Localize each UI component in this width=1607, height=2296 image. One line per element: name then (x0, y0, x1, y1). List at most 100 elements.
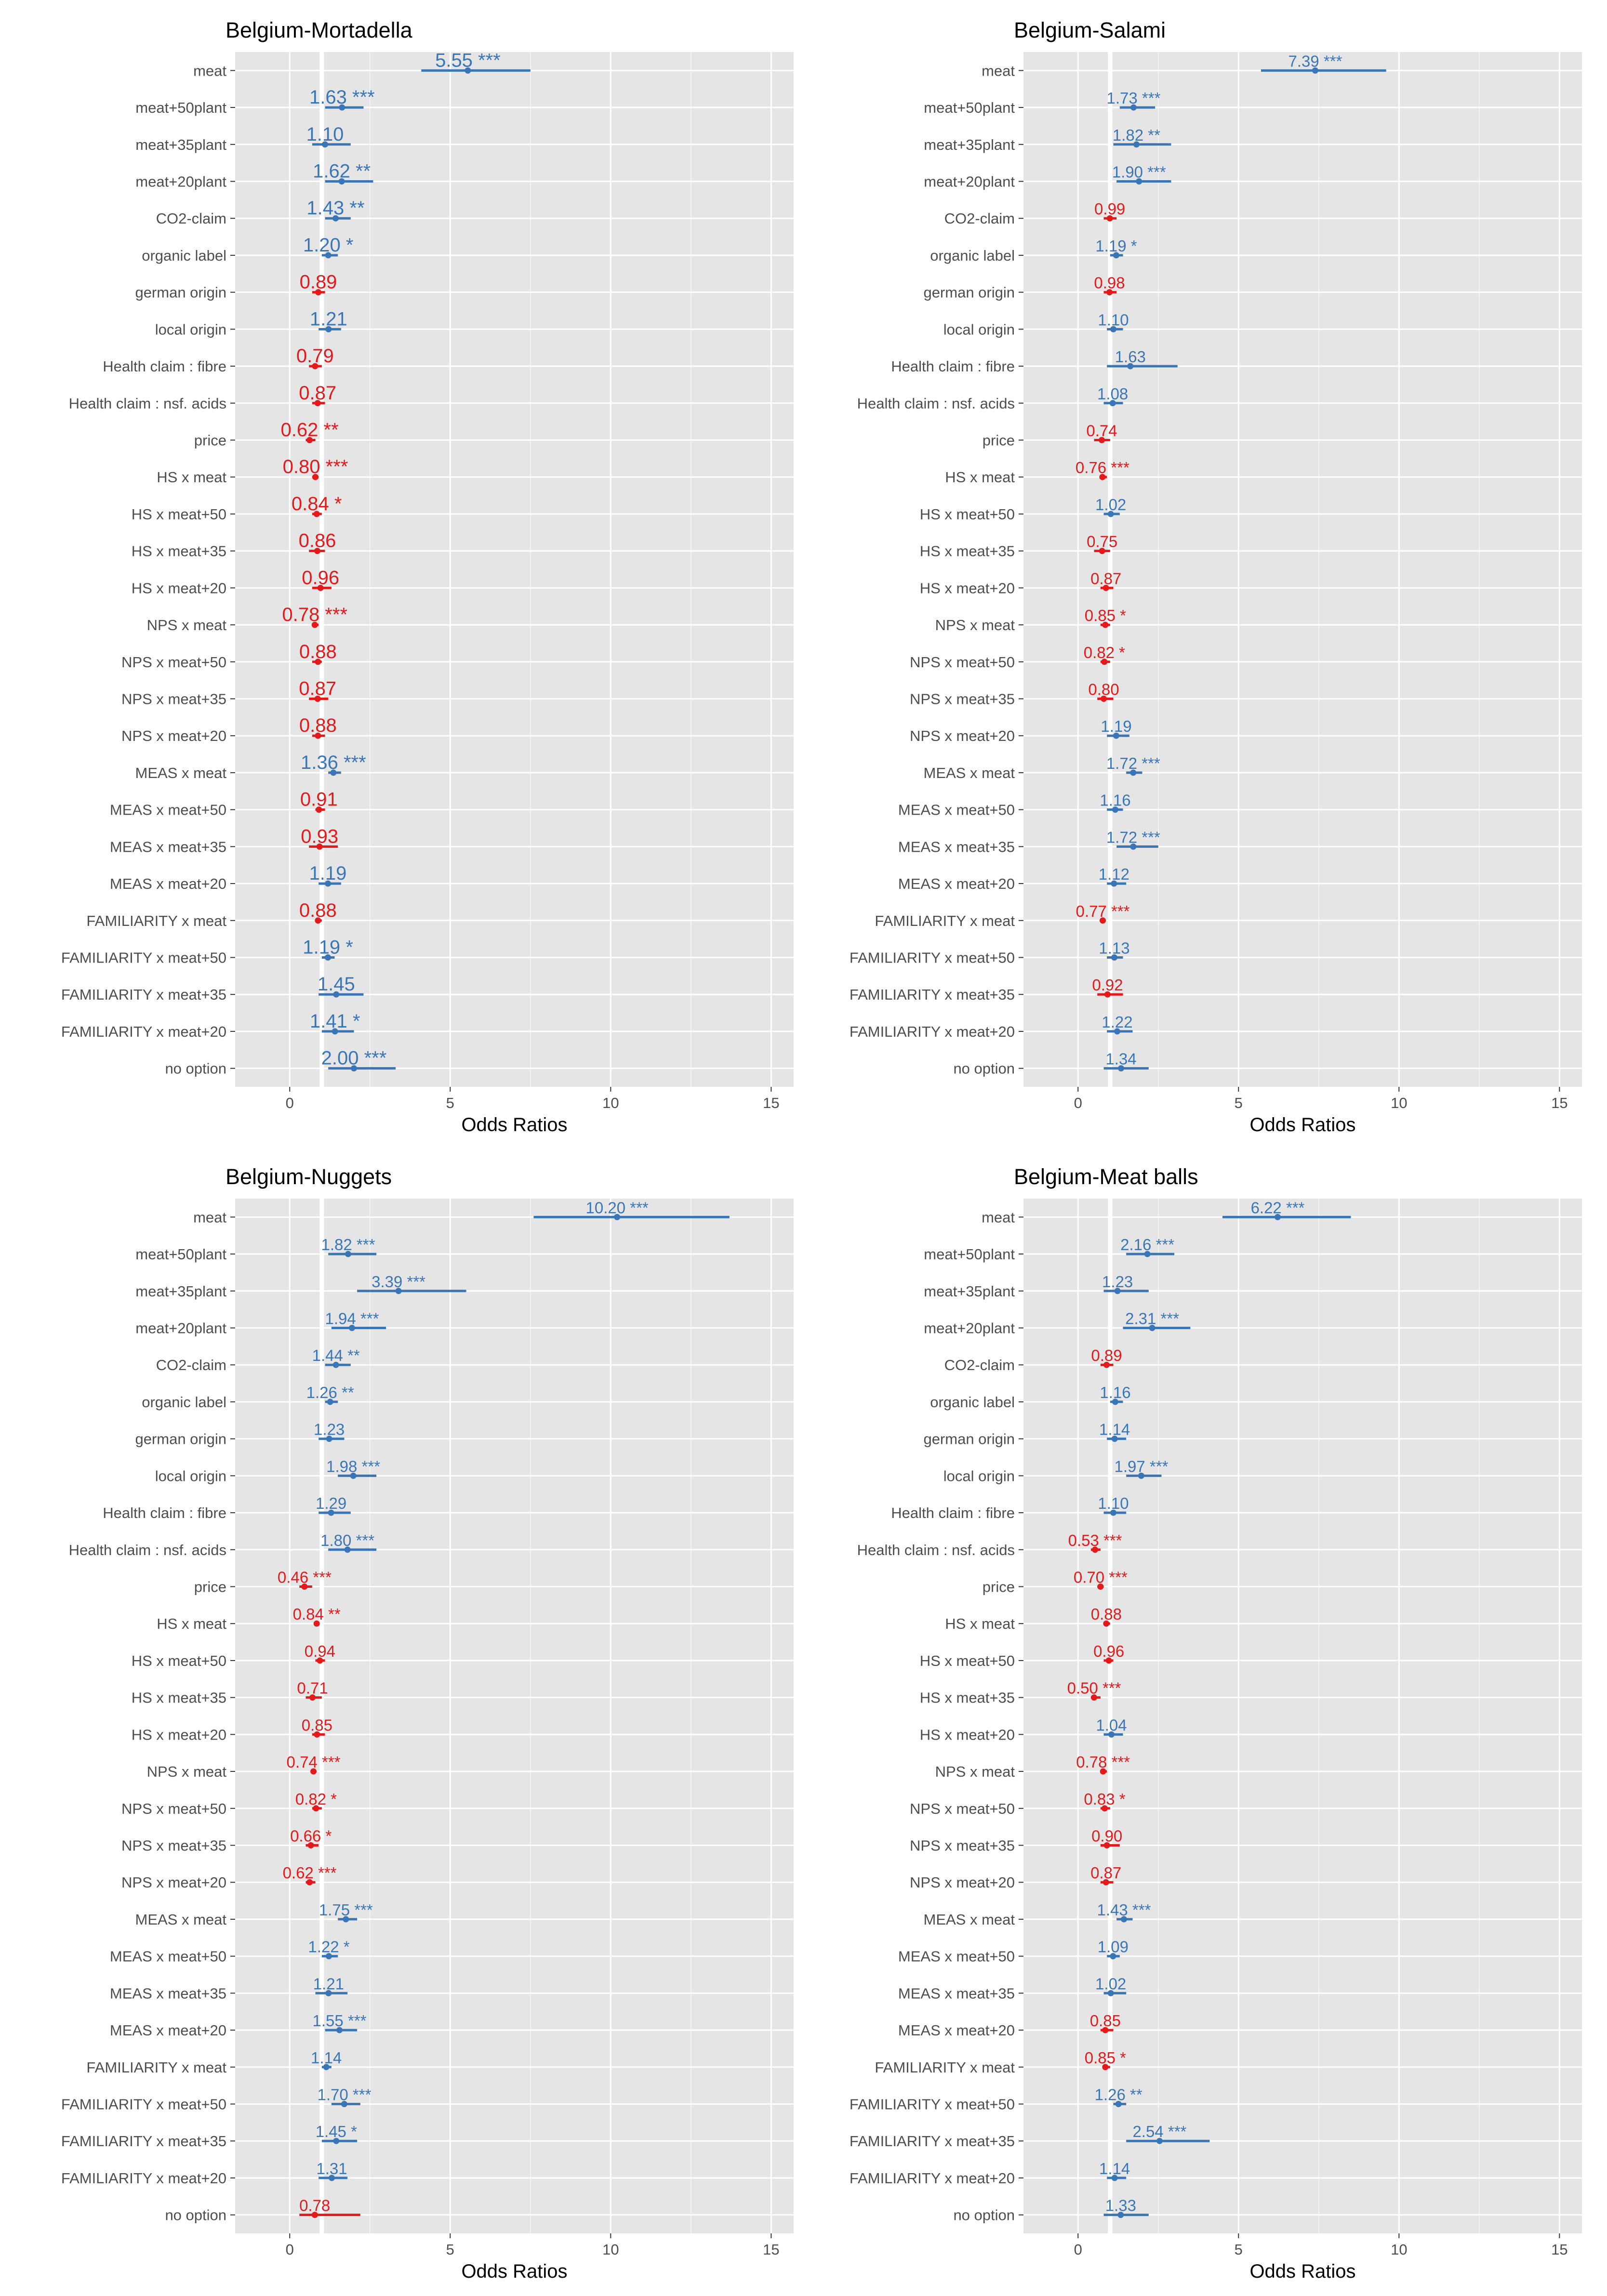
y-tick-label: no option (953, 2207, 1015, 2224)
or-value-label: 0.76 *** (1076, 459, 1129, 476)
or-value-label: 1.02 (1095, 496, 1126, 514)
or-point (1111, 1436, 1118, 1442)
or-value-label: 1.80 *** (320, 1531, 374, 1549)
y-tick-label: FAMILIARITY x meat+50 (850, 950, 1015, 966)
y-tick-label: NPS x meat+50 (121, 654, 226, 671)
or-point (315, 659, 321, 665)
or-point (307, 1842, 314, 1848)
or-point (310, 1768, 317, 1775)
y-tick-label: Health claim : nsf. acids (69, 395, 226, 412)
y-tick-label: MEAS x meat+50 (110, 802, 226, 818)
y-tick-label: MEAS x meat+35 (898, 838, 1015, 855)
or-point (1106, 215, 1113, 222)
x-tick-label: 15 (1551, 1095, 1567, 1111)
or-value-label: 0.80 *** (283, 456, 348, 477)
or-point (325, 1990, 332, 1996)
or-value-label: 1.09 (1098, 1938, 1129, 1956)
y-tick-label: FAMILIARITY x meat+35 (61, 986, 226, 1003)
y-tick-label: HS x meat+35 (132, 1689, 226, 1706)
y-tick-label: FAMILIARITY x meat+35 (61, 2133, 226, 2150)
or-value-label: 1.45 (318, 974, 355, 995)
or-point (465, 67, 471, 74)
or-value-label: 1.02 (1095, 1975, 1126, 1993)
or-point (1138, 1472, 1144, 1479)
or-value-label: 0.82 * (295, 1790, 337, 1808)
or-point (317, 584, 324, 591)
x-tick-label: 0 (286, 1095, 294, 1111)
y-tick-label: meat+35plant (135, 136, 226, 153)
y-tick-label: FAMILIARITY x meat+50 (61, 2096, 226, 2113)
y-tick-label: HS x meat+50 (132, 1652, 226, 1669)
y-tick-label: organic label (930, 247, 1015, 264)
or-value-label: 1.82 ** (1113, 126, 1160, 144)
or-value-label: 1.75 *** (319, 1901, 373, 1919)
y-tick-label: HS x meat+20 (920, 580, 1015, 596)
or-value-label: 1.63 (1115, 348, 1146, 366)
or-point (1136, 178, 1142, 185)
or-value-label: 0.86 (299, 530, 336, 552)
y-tick-label: price (194, 1579, 226, 1596)
panel-title: Belgium-Meat balls (1014, 1164, 1198, 1189)
y-tick-label: price (194, 432, 226, 449)
or-value-label: 1.04 (1096, 1716, 1127, 1734)
or-point (328, 1509, 334, 1516)
or-value-label: 2.54 *** (1132, 2123, 1186, 2140)
or-value-label: 0.79 (296, 345, 334, 367)
or-point (1149, 1325, 1155, 1331)
or-point (314, 400, 321, 407)
or-value-label: 0.87 (1090, 1864, 1121, 1882)
y-tick-label: meat+35plant (924, 1283, 1015, 1300)
y-tick-label: FAMILIARITY x meat (86, 2059, 226, 2076)
or-point (326, 1436, 332, 1442)
or-value-label: 1.97 *** (1114, 1457, 1168, 1475)
y-tick-label: MEAS x meat+35 (110, 838, 226, 855)
or-value-label: 1.23 (314, 1421, 345, 1438)
x-tick-label: 10 (1391, 1095, 1407, 1111)
or-point (312, 474, 319, 480)
or-value-label: 0.80 (1088, 681, 1119, 699)
y-tick-label: local origin (943, 321, 1015, 338)
or-value-label: 0.85 * (1085, 607, 1126, 624)
or-value-label: 0.96 (1093, 1642, 1124, 1660)
y-tick-label: meat+50plant (924, 99, 1015, 116)
or-value-label: 1.63 *** (309, 87, 375, 108)
or-value-label: 1.43 ** (306, 198, 364, 219)
y-tick-label: no option (165, 1060, 226, 1077)
y-tick-label: MEAS x meat (135, 765, 227, 781)
or-point (325, 252, 332, 259)
or-point (1102, 584, 1109, 591)
y-tick-label: meat (193, 1209, 226, 1226)
x-tick-label: 15 (763, 1095, 779, 1111)
or-value-label: 0.89 (300, 272, 337, 293)
or-point (1156, 2138, 1163, 2144)
y-tick-label: MEAS x meat+50 (898, 1948, 1015, 1965)
or-value-label: 0.99 (1094, 200, 1125, 218)
or-point (315, 917, 321, 924)
or-value-label: 1.19 (309, 863, 347, 884)
or-point (345, 1251, 351, 1257)
or-value-label: 1.08 (1097, 385, 1128, 403)
y-tick-label: Health claim : nsf. acids (857, 395, 1015, 412)
x-tick-label: 5 (1235, 1095, 1243, 1111)
y-tick-label: MEAS x meat+20 (110, 2022, 226, 2039)
or-point (1105, 1657, 1112, 1664)
or-point (316, 843, 323, 850)
y-tick-label: meat+20plant (924, 173, 1015, 190)
or-point (1106, 289, 1113, 296)
or-value-label: 0.88 (299, 641, 337, 662)
y-tick-label: NPS x meat+20 (910, 727, 1015, 744)
or-value-label: 0.78 (299, 2197, 330, 2215)
or-value-label: 0.78 *** (282, 604, 347, 625)
or-point (1100, 1768, 1106, 1775)
or-point (1092, 1546, 1099, 1553)
or-point (1133, 141, 1140, 148)
panel-2: Belgium-Salami meat 7.39 *** meat+50plant 1.… (850, 18, 1582, 1135)
or-value-label: 1.43 *** (1097, 1901, 1151, 1919)
or-value-label: 0.88 (1091, 1605, 1122, 1623)
x-tick-label: 0 (1074, 1095, 1082, 1111)
plot-background (235, 52, 794, 1087)
or-value-label: 1.21 (310, 308, 347, 330)
y-tick-label: price (983, 432, 1015, 449)
or-point (306, 437, 313, 443)
or-point (311, 621, 318, 628)
